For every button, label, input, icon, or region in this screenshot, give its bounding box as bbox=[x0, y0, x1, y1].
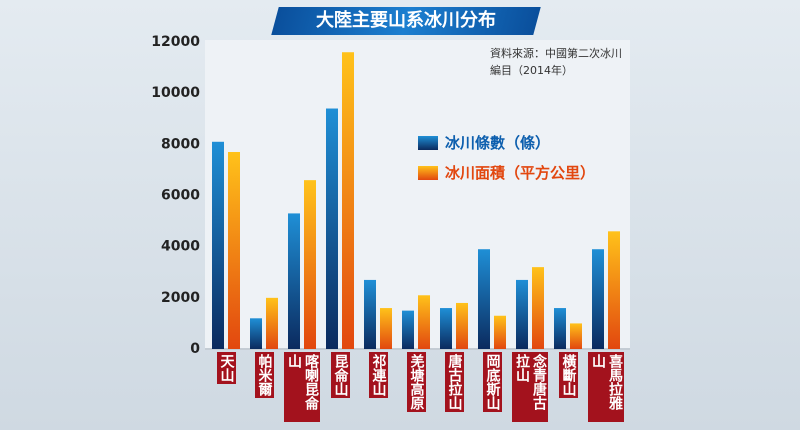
bar bbox=[418, 295, 430, 349]
bar bbox=[440, 308, 452, 349]
bar bbox=[570, 323, 582, 349]
legend-label: 冰川面積（平方公里） bbox=[445, 164, 596, 182]
x-tick-label: 岡底斯山 bbox=[482, 352, 502, 412]
bar bbox=[516, 279, 528, 349]
bar bbox=[288, 213, 300, 349]
bar bbox=[342, 52, 354, 349]
x-tick-label: 羌塘高原 bbox=[406, 352, 426, 412]
x-tick-label: 唐古拉山 bbox=[444, 352, 464, 412]
x-tick-label: 念青唐古拉山 bbox=[512, 352, 548, 422]
bar bbox=[592, 249, 604, 349]
y-tick-label: 8000 bbox=[161, 136, 200, 152]
x-tick-label: 喀喇昆侖山 bbox=[284, 352, 320, 422]
source-note: 資料來源：中國第二次冰川編目（2014年） bbox=[490, 47, 622, 77]
chart-title: 大陸主要山系冰川分布 bbox=[316, 10, 496, 31]
bar bbox=[554, 308, 566, 349]
legend-label: 冰川條數（條） bbox=[445, 134, 551, 152]
x-tick-label: 祁連山 bbox=[368, 352, 388, 398]
bar bbox=[456, 302, 468, 349]
bar bbox=[364, 279, 376, 349]
bar bbox=[228, 152, 240, 349]
x-tick-label: 橫斷山 bbox=[558, 352, 578, 398]
x-tick-label: 天山 bbox=[216, 352, 236, 384]
x-tick-label: 喜馬拉雅山 bbox=[588, 352, 624, 422]
bar bbox=[494, 315, 506, 349]
y-tick-label: 12000 bbox=[151, 34, 200, 50]
bar bbox=[304, 180, 316, 349]
y-tick-label: 4000 bbox=[161, 239, 200, 255]
legend-swatch bbox=[418, 166, 438, 180]
legend-swatch bbox=[418, 136, 438, 150]
bar bbox=[250, 318, 262, 349]
bar bbox=[402, 310, 414, 349]
bar bbox=[266, 297, 278, 349]
bar bbox=[532, 267, 544, 349]
y-tick-label: 6000 bbox=[161, 188, 200, 204]
x-tick-label: 帕米爾 bbox=[254, 352, 274, 398]
y-tick-label: 2000 bbox=[161, 290, 200, 306]
x-tick-label: 昆侖山 bbox=[330, 352, 350, 398]
y-tick-label: 10000 bbox=[151, 85, 200, 101]
bar bbox=[212, 141, 224, 349]
bar bbox=[608, 231, 620, 349]
bar bbox=[380, 308, 392, 349]
bar bbox=[478, 249, 490, 349]
y-tick-label: 0 bbox=[190, 341, 200, 357]
title-banner: 大陸主要山系冰川分布 bbox=[271, 7, 541, 35]
bar bbox=[326, 108, 338, 350]
